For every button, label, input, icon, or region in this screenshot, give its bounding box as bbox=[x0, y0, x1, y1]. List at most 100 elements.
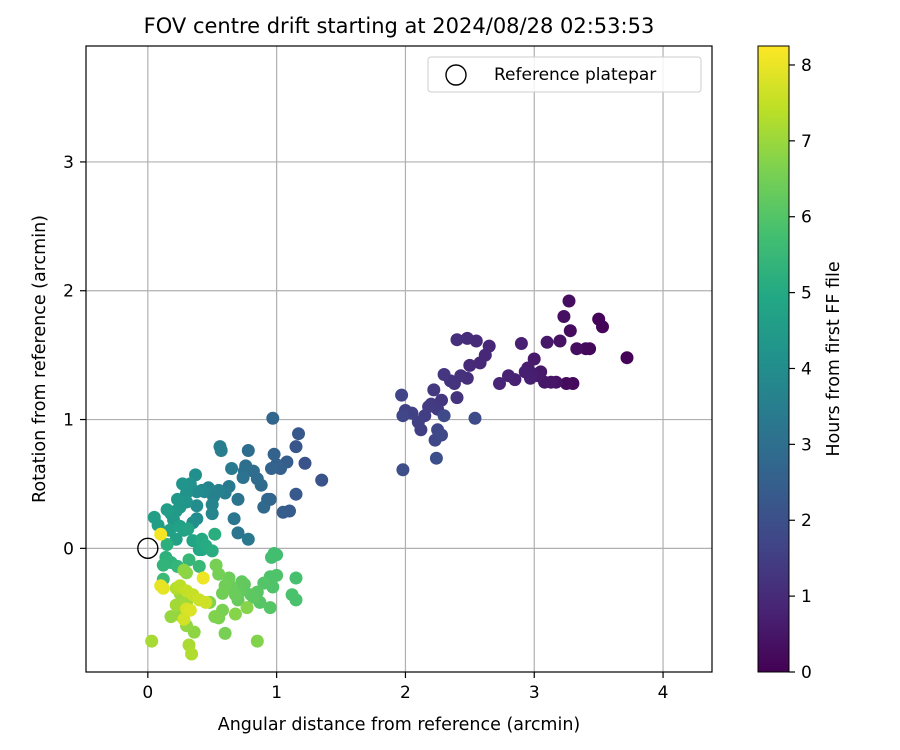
data-point bbox=[395, 388, 409, 402]
data-point bbox=[231, 492, 245, 506]
data-point bbox=[557, 310, 571, 323]
reference-platepar-marker bbox=[137, 537, 159, 560]
data-point bbox=[553, 334, 567, 348]
data-point bbox=[450, 333, 464, 347]
data-point bbox=[169, 598, 183, 612]
data-point bbox=[257, 576, 271, 590]
data-point bbox=[263, 601, 277, 615]
colorbar-ticks: 0 1 2 3 4 5 6 7 8 bbox=[789, 56, 812, 683]
data-point bbox=[460, 331, 474, 345]
data-point bbox=[241, 444, 255, 457]
data-point bbox=[209, 558, 223, 572]
data-point bbox=[190, 499, 204, 513]
data-point bbox=[156, 558, 170, 572]
data-point bbox=[298, 456, 312, 470]
scatter-points bbox=[145, 294, 634, 661]
y-axis-ticks: 0 1 2 3 bbox=[63, 153, 86, 559]
data-point bbox=[250, 634, 264, 648]
data-point bbox=[185, 647, 199, 661]
data-point bbox=[270, 548, 284, 562]
x-axis-label: Angular distance from reference (arcmin) bbox=[218, 715, 581, 735]
data-point bbox=[205, 507, 219, 521]
data-point bbox=[267, 447, 281, 461]
legend-marker bbox=[445, 64, 467, 86]
data-point bbox=[579, 342, 593, 356]
data-point bbox=[289, 440, 303, 454]
reference-marker-layer bbox=[137, 537, 159, 560]
data-point bbox=[177, 563, 191, 577]
data-point bbox=[463, 358, 477, 372]
y-tick-label: 2 bbox=[63, 282, 74, 302]
data-point bbox=[396, 463, 410, 477]
x-tick-label: 4 bbox=[658, 683, 669, 703]
data-point bbox=[240, 601, 254, 615]
data-point bbox=[289, 571, 303, 585]
data-point bbox=[181, 522, 195, 536]
colorbar-tick-label: 4 bbox=[801, 359, 812, 379]
data-point bbox=[285, 588, 299, 602]
data-point bbox=[570, 342, 584, 356]
colorbar-tick-label: 0 bbox=[801, 663, 812, 683]
data-point bbox=[199, 595, 213, 609]
data-point bbox=[266, 411, 280, 425]
data-point bbox=[216, 586, 229, 600]
data-point bbox=[218, 626, 232, 640]
colorbar-tick-label: 5 bbox=[801, 284, 812, 304]
x-tick-label: 2 bbox=[400, 683, 411, 703]
data-point bbox=[160, 538, 174, 551]
y-tick-label: 3 bbox=[63, 153, 74, 173]
data-point bbox=[411, 415, 425, 429]
data-point bbox=[437, 368, 451, 381]
y-tick-label: 1 bbox=[63, 411, 74, 431]
data-point bbox=[231, 526, 245, 540]
data-point bbox=[213, 440, 227, 454]
y-axis-label: Rotation from reference (arcmin) bbox=[30, 215, 50, 503]
colorbar-tick-label: 2 bbox=[801, 511, 812, 531]
data-point bbox=[540, 335, 554, 349]
data-point bbox=[236, 471, 250, 484]
x-tick-label: 1 bbox=[271, 683, 282, 703]
data-point bbox=[592, 312, 606, 326]
legend: Reference platepar bbox=[427, 56, 702, 93]
grid bbox=[86, 46, 712, 672]
data-point bbox=[227, 512, 241, 526]
data-point bbox=[468, 411, 482, 425]
data-point bbox=[450, 391, 464, 405]
x-tick-label: 0 bbox=[142, 683, 153, 703]
colorbar-tick-label: 1 bbox=[801, 587, 812, 607]
data-point bbox=[208, 527, 222, 541]
colorbar-tick-label: 6 bbox=[801, 208, 812, 228]
data-point bbox=[177, 612, 191, 626]
data-point bbox=[562, 294, 576, 308]
data-point bbox=[427, 383, 441, 397]
chart-title: FOV centre drift starting at 2024/08/28 … bbox=[144, 14, 655, 38]
data-point bbox=[502, 369, 515, 383]
data-point bbox=[289, 487, 303, 501]
data-point bbox=[208, 610, 222, 624]
data-point bbox=[182, 553, 196, 567]
legend-box bbox=[427, 56, 702, 93]
data-point bbox=[527, 352, 541, 366]
data-point bbox=[396, 409, 410, 423]
colorbar bbox=[757, 45, 790, 673]
data-point bbox=[241, 532, 255, 546]
data-point bbox=[257, 500, 271, 514]
data-point bbox=[265, 462, 278, 475]
data-point bbox=[164, 610, 178, 624]
data-point bbox=[493, 377, 506, 390]
colorbar-tick-label: 3 bbox=[801, 435, 812, 455]
data-point bbox=[435, 428, 448, 442]
plot-area-frame bbox=[85, 45, 713, 673]
data-point bbox=[228, 607, 242, 621]
data-point bbox=[196, 571, 210, 585]
data-point bbox=[183, 603, 197, 617]
x-tick-label: 3 bbox=[529, 683, 540, 703]
colorbar-tick-label: 7 bbox=[801, 132, 812, 152]
data-point bbox=[514, 337, 528, 350]
data-point bbox=[225, 462, 239, 475]
data-point bbox=[154, 527, 168, 541]
data-point bbox=[315, 473, 329, 487]
data-point bbox=[276, 505, 290, 519]
y-tick-label: 0 bbox=[63, 539, 74, 559]
